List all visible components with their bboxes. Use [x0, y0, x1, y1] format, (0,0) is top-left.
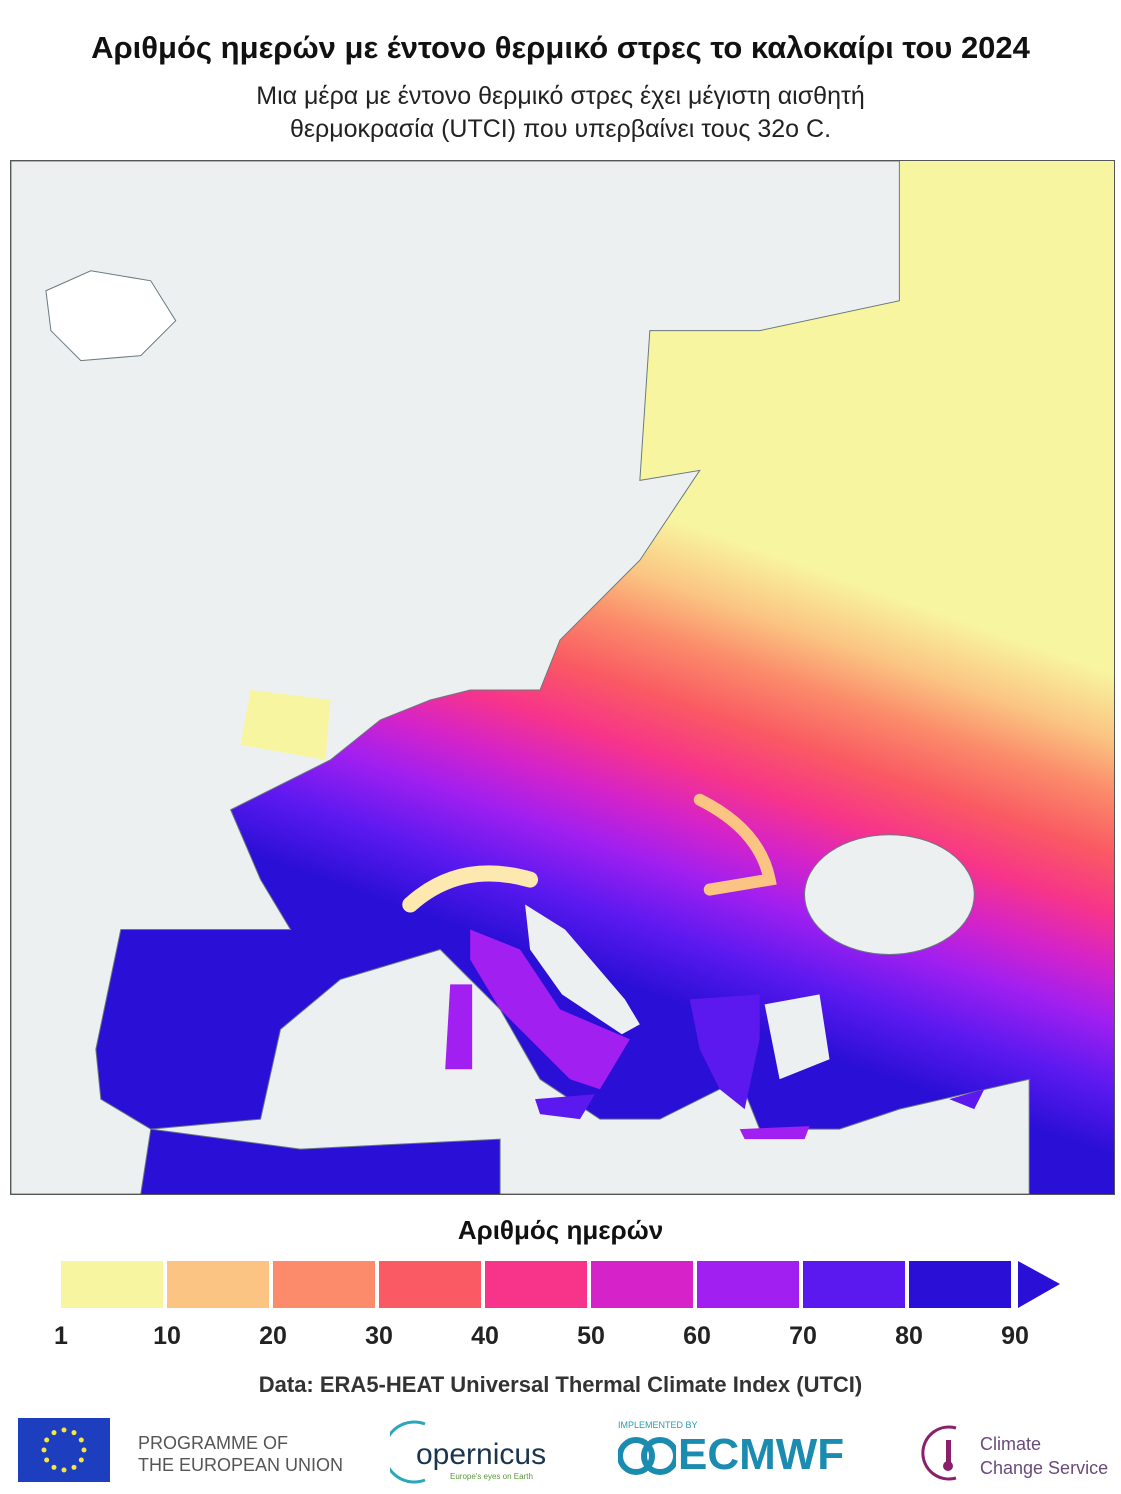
eu-programme-text: PROGRAMME OF THE EUROPEAN UNION — [138, 1432, 343, 1476]
alps-band — [402, 865, 539, 913]
eu-star-icon — [71, 1430, 77, 1436]
legend-tick-label: 50 — [577, 1322, 605, 1350]
eu-line-1: PROGRAMME OF — [138, 1433, 289, 1453]
legend-tick-label: 20 — [259, 1322, 287, 1350]
page-title: Αριθμός ημερών με έντονο θερμικό στρες τ… — [91, 30, 1030, 65]
atlantic-scandinavia-no-data — [11, 161, 900, 1194]
legend-tick-label: 30 — [365, 1322, 393, 1350]
eu-star-icon — [51, 1464, 57, 1470]
cyprus — [949, 1089, 985, 1110]
eu-star-icon — [81, 1447, 87, 1453]
britain-yellow — [240, 689, 331, 760]
adriatic-sea — [525, 904, 640, 1035]
eu-star-icon — [44, 1457, 50, 1463]
legend-swatch — [379, 1261, 481, 1308]
legend-swatch — [485, 1261, 587, 1308]
legend-title: Αριθμός ημερών — [457, 1215, 664, 1245]
legend-tick-label: 40 — [471, 1322, 499, 1350]
legend-swatch — [803, 1261, 905, 1308]
legend-tick-label: 60 — [683, 1322, 711, 1350]
crete — [739, 1126, 810, 1140]
legend-tick-label: 1 — [54, 1322, 68, 1350]
italy — [470, 929, 630, 1090]
eu-star-icon — [78, 1437, 84, 1443]
legend-swatch — [61, 1261, 163, 1308]
legend-swatch — [909, 1261, 1011, 1308]
aegean-sea — [764, 994, 830, 1080]
eu-line-2: THE EUROPEAN UNION — [138, 1455, 344, 1475]
legend-tick-label: 10 — [153, 1322, 181, 1350]
legend-swatch — [273, 1261, 375, 1308]
copernicus-logo: opernicus Europe's eyes on Earth — [390, 1420, 580, 1484]
ecmwf-logo: IMPLEMENTED BY ECMWF — [618, 1420, 845, 1479]
legend-tick-label: 90 — [1001, 1322, 1029, 1350]
eu-star-icon — [61, 1467, 67, 1473]
subtitle-line-2: θερμοκρασία (UTCI) που υπερβαίνει τους 3… — [289, 115, 832, 143]
eu-star-icon — [51, 1430, 57, 1436]
climate-change-service-logo: Climate Change Service — [918, 1422, 1118, 1482]
carpathian-band — [693, 793, 777, 896]
eu-star-icon — [44, 1437, 50, 1443]
legend-swatch — [591, 1261, 693, 1308]
eu-star-icon — [71, 1464, 77, 1470]
eu-star-icon — [41, 1447, 47, 1453]
sardinia-corsica — [445, 984, 473, 1070]
black-sea — [804, 834, 975, 955]
legend-swatch — [697, 1261, 799, 1308]
legend-tick-label: 80 — [895, 1322, 923, 1350]
eu-star-icon — [61, 1427, 67, 1433]
legend-tick-label: 70 — [789, 1322, 817, 1350]
greece — [689, 994, 760, 1110]
ecmwf-text: ECMWF — [678, 1430, 845, 1479]
eu-star-icon — [78, 1457, 84, 1463]
iceland — [45, 270, 177, 362]
data-source: Data: ERA5-HEAT Universal Thermal Climat… — [258, 1372, 863, 1397]
eu-flag-logo — [18, 1418, 110, 1482]
legend-swatch — [167, 1261, 269, 1308]
subtitle-line-1: Μια μέρα με έντονο θερμικό στρες έχει μέ… — [256, 82, 865, 110]
heat-stress-map — [10, 160, 1115, 1195]
legend-overflow-arrow — [1018, 1261, 1060, 1308]
sicily — [535, 1094, 595, 1120]
